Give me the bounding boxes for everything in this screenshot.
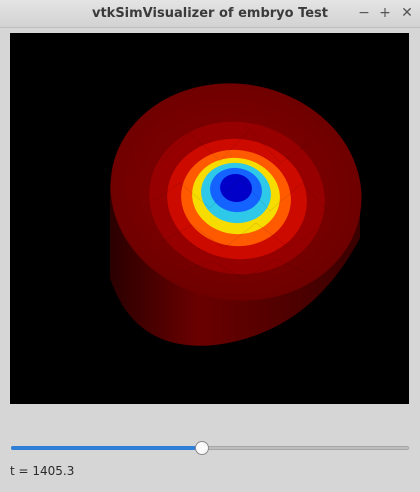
slider-handle[interactable] [195, 441, 209, 455]
window-title: vtkSimVisualizer of embryo Test [91, 6, 329, 21]
embryo-render [110, 83, 362, 346]
mesh-facets [149, 128, 331, 280]
maximize-button[interactable]: + [379, 5, 391, 21]
field-contour-7 [220, 173, 252, 203]
title-bar: vtkSimVisualizer of embryo Test − + ✕ [0, 0, 420, 28]
time-readout: t = 1405.3 [10, 464, 75, 478]
slider-fill [11, 446, 202, 450]
render-viewport[interactable] [10, 33, 409, 404]
minimize-button[interactable]: − [358, 5, 370, 21]
time-slider[interactable] [11, 440, 409, 458]
close-button[interactable]: ✕ [401, 5, 413, 21]
